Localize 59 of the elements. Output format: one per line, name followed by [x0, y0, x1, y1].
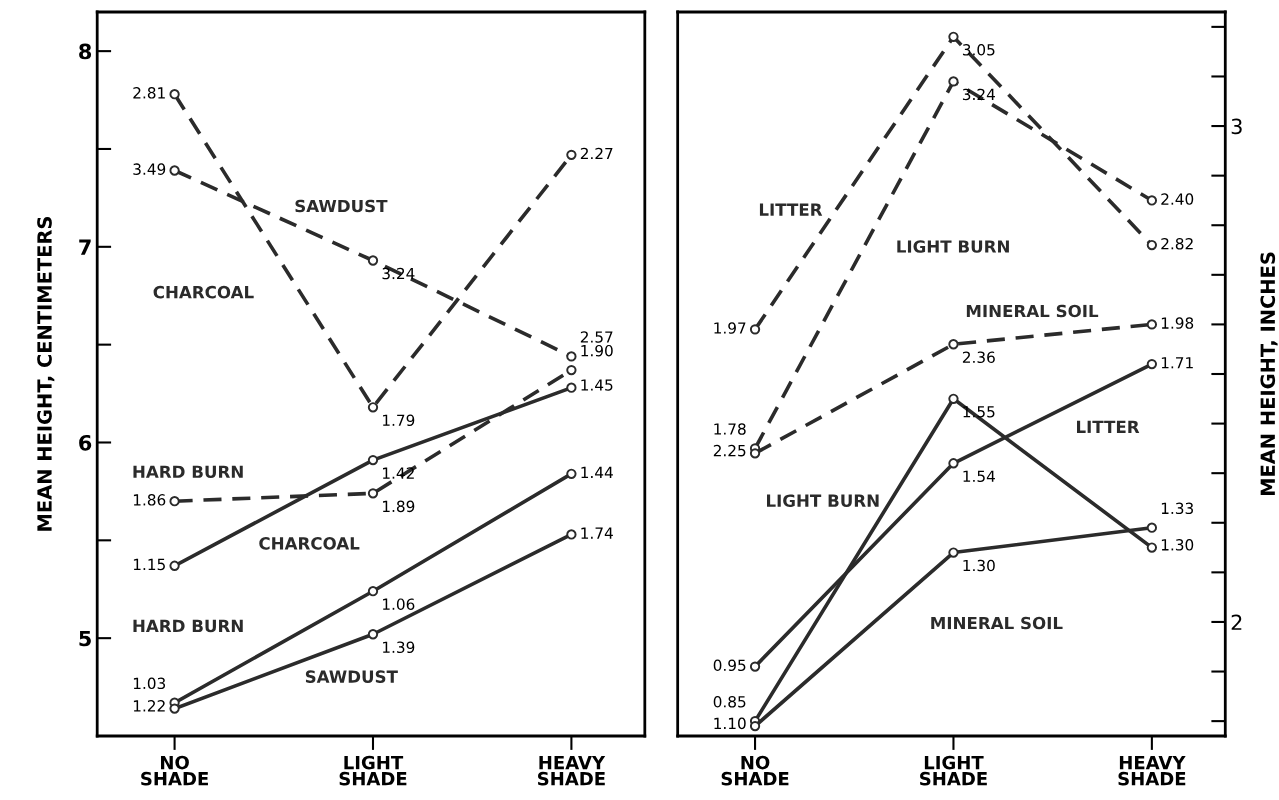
- annotation: 2.40: [1161, 193, 1194, 205]
- series-label: CHARCOAL: [259, 537, 360, 550]
- y-tick-label: 8: [79, 43, 92, 60]
- x-tick-label: NO SHADE: [721, 755, 789, 786]
- series-label: SAWDUST: [305, 670, 398, 683]
- series-label: LIGHT BURN: [767, 494, 879, 507]
- annotation: 1.97: [714, 322, 746, 334]
- annotation: 1.22: [133, 700, 165, 712]
- series-label: LITTER: [759, 203, 823, 216]
- y-tick-label: 7: [79, 239, 91, 255]
- annotation: 1.79: [383, 414, 415, 427]
- annotation: 1.39: [383, 641, 415, 654]
- annotation: 1.78: [714, 423, 746, 435]
- x-tick-label: NO SHADE: [141, 755, 208, 786]
- annotation: 3.49: [133, 163, 166, 175]
- annotation: 2.81: [133, 87, 165, 99]
- annotation: 1.89: [383, 500, 415, 513]
- text: MINERAL SOIL: [931, 616, 1063, 630]
- annotation: 1.06: [383, 598, 415, 610]
- annotation: 0.95: [713, 659, 746, 672]
- annotation: 1.30: [1161, 539, 1194, 551]
- text: CHARCOAL: [153, 285, 254, 299]
- annotation: 1.71: [1161, 357, 1193, 369]
- annotation: 1.33: [1161, 502, 1193, 515]
- annotation: 1.54: [963, 470, 995, 483]
- series-label: MINERAL SOIL: [966, 304, 1099, 318]
- series-label: LITTER: [1077, 420, 1140, 433]
- annotation: 2.82: [1161, 237, 1193, 250]
- series-label: LIGHT BURN: [897, 240, 1009, 253]
- annotation: 0.85: [713, 695, 746, 708]
- series-label: HARD BURN: [133, 619, 243, 633]
- annotation: 1.10: [714, 717, 746, 730]
- annotation: 3.05: [962, 44, 995, 56]
- annotation: 1.86: [133, 494, 166, 506]
- x-tick-label: LIGHT SHADE: [339, 755, 407, 786]
- y-tick-label: 3: [1231, 118, 1242, 135]
- annotation: 2.27: [580, 147, 613, 160]
- annotation: 1.44: [581, 466, 613, 479]
- x-tick-label: HEAVY SHADE: [537, 756, 606, 786]
- annotation: 1.45: [581, 379, 613, 391]
- annotation: 1.30: [963, 559, 995, 572]
- annotation: 1.98: [1161, 317, 1194, 329]
- series-label: HARD BURN: [133, 465, 243, 479]
- annotation: 3.24: [382, 267, 415, 280]
- series-label: SAWDUST: [295, 199, 388, 213]
- y-axis-title: MEAN HEIGHT, CENTIMETERS: [37, 216, 55, 531]
- annotation: 1.03: [133, 677, 166, 690]
- x-tick-label: HEAVY SHADE: [1118, 756, 1186, 786]
- annotation: 2.57: [580, 331, 613, 343]
- annotation: 2.25: [713, 444, 746, 457]
- y-axis-title: MEAN HEIGHT, INCHES: [1260, 252, 1278, 496]
- y-tick-label: 6: [79, 434, 92, 451]
- y-tick-label: 2: [1231, 614, 1242, 630]
- x-tick-label: LIGHT SHADE: [920, 755, 987, 786]
- annotation: 1.90: [581, 344, 613, 357]
- y-tick-label: 5: [79, 630, 91, 647]
- annotation: 1.74: [581, 527, 613, 539]
- annotation: 1.15: [133, 558, 165, 571]
- annotation: 2.36: [962, 351, 995, 364]
